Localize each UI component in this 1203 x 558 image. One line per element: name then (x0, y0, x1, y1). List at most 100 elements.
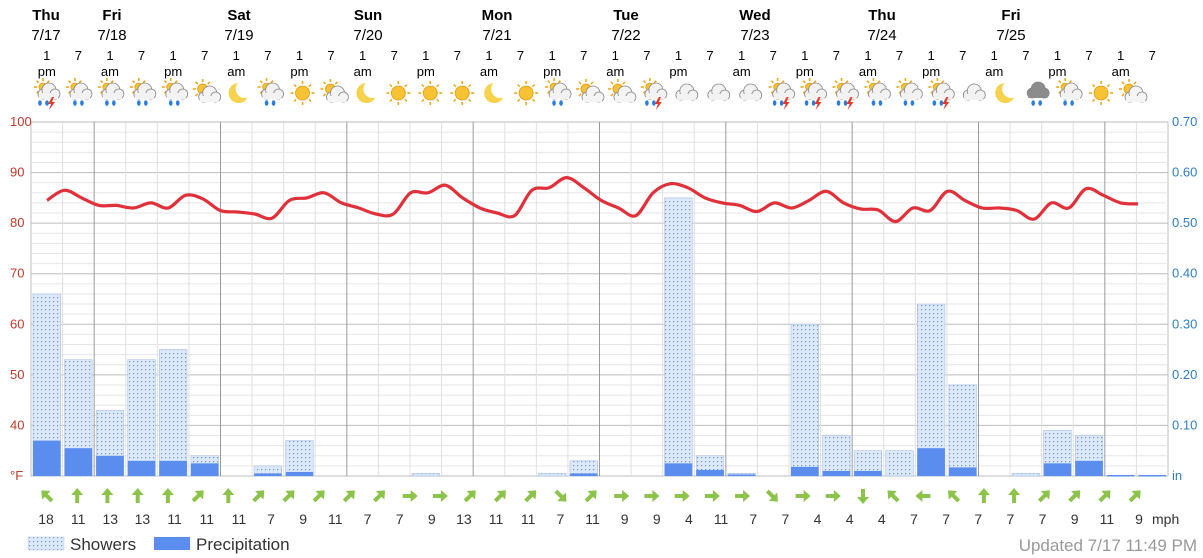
wind-speed: 13 (135, 511, 151, 527)
rain-icon (545, 78, 572, 106)
wind-arrow-icon (825, 490, 841, 502)
wind-speed: 7 (1007, 511, 1015, 527)
wind-arrow-icon (977, 488, 990, 503)
day-date: 7/18 (97, 27, 126, 44)
sun-icon (418, 81, 443, 105)
hour-label: 1 (864, 48, 871, 63)
wind-speed: 11 (199, 511, 214, 527)
day-date: 7/25 (996, 27, 1025, 44)
precipitation-bar (791, 466, 819, 476)
hour-ampm: pm (796, 64, 814, 79)
wind-arrow-icon (674, 490, 690, 502)
right-axis-tick: 0.10 (1172, 417, 1197, 432)
wind-arrow-icon (312, 490, 325, 503)
wind-arrow-icon (614, 490, 630, 502)
wind-speed: 7 (396, 511, 404, 527)
hour-ampm: pm (922, 64, 940, 79)
sun-icon (450, 81, 475, 105)
wind-speed: 4 (846, 511, 854, 527)
day-date: 7/21 (482, 27, 511, 44)
legend-showers-swatch (27, 536, 65, 551)
wind-arrow-icon (704, 490, 720, 502)
rain-icon (161, 78, 189, 106)
precipitation-bar (96, 455, 124, 476)
hour-label: 1 (296, 48, 303, 63)
moon-icon (356, 80, 382, 103)
wind-speed: 9 (1135, 511, 1143, 527)
hour-label: 1 (991, 48, 998, 63)
hour-label: 1 (738, 48, 745, 63)
rain-icon (896, 78, 923, 106)
hour-ampm: pm (417, 64, 435, 79)
precipitation-bar (127, 460, 156, 476)
wind-unit: mph (1152, 511, 1179, 527)
showers-bar (285, 440, 314, 477)
hour-label: 1 (43, 48, 50, 63)
precipitation-bar (569, 473, 598, 476)
precipitation-bar (159, 460, 187, 476)
hour-label: 1 (675, 48, 682, 63)
wind-arrow-icon (1068, 490, 1081, 503)
hour-label: 7 (643, 48, 650, 63)
wind-arrow-icon (1008, 488, 1021, 503)
precipitation-bar (822, 470, 851, 476)
day-name: Thu (868, 7, 896, 24)
sun-icon (1089, 81, 1114, 105)
thunderstorm-icon (34, 78, 61, 110)
right-axis-tick: 0.30 (1172, 316, 1197, 331)
wind-arrow-icon (644, 490, 660, 502)
wind-arrow-icon (1098, 490, 1111, 503)
hour-label: 7 (138, 48, 145, 63)
thunderstorm-icon (800, 78, 827, 110)
wind-arrow-icon (857, 489, 869, 504)
hour-label: 7 (1022, 48, 1029, 63)
precipitation-bar (948, 467, 977, 476)
day-name: Sat (227, 7, 250, 24)
left-axis-tick: 80 (10, 215, 24, 230)
hour-label: 7 (706, 48, 713, 63)
hour-label: 1 (928, 48, 935, 63)
wind-speed: 7 (1039, 511, 1047, 527)
hour-label: 7 (454, 48, 461, 63)
wind-speed: 4 (685, 511, 693, 527)
day-name: Mon (482, 7, 513, 24)
hour-label: 1 (549, 48, 556, 63)
showers-bar (948, 384, 977, 477)
wind-speed: 9 (1071, 511, 1079, 527)
left-axis-tick: 60 (10, 316, 24, 331)
rain-icon (65, 78, 93, 106)
updated-timestamp: Updated 7/17 11:49 PM (1019, 536, 1197, 555)
wind-arrow-icon (71, 488, 84, 503)
hour-ampm: am (1112, 64, 1130, 79)
hour-label: 7 (959, 48, 966, 63)
wind-arrow-icon (524, 490, 537, 503)
wind-speed: 4 (814, 511, 822, 527)
legend-precipitation-label: Precipitation (196, 535, 290, 554)
wind-speed: 11 (328, 511, 343, 527)
wind-arrow-icon (948, 490, 961, 503)
hour-label: 7 (327, 48, 334, 63)
partly-cloudy-icon (576, 79, 605, 103)
wind-speed: 13 (456, 511, 472, 527)
hour-label: 1 (359, 48, 366, 63)
wind-arrow-icon (584, 490, 597, 503)
left-axis-tick: 100 (10, 114, 32, 129)
day-date: 7/24 (867, 27, 896, 44)
sun-icon (386, 81, 411, 105)
wind-arrow-icon (373, 490, 386, 503)
hour-label: 1 (1054, 48, 1061, 63)
hour-label: 1 (612, 48, 619, 63)
wind-arrow-icon (41, 490, 54, 503)
showers-bar (790, 323, 819, 477)
left-axis-tick: 50 (10, 367, 24, 382)
rain-icon (129, 78, 157, 106)
wind-arrow-icon (887, 490, 900, 503)
showers-bar (822, 435, 851, 477)
wind-speed: 11 (585, 511, 600, 527)
cloudy-icon (707, 83, 731, 101)
partly-cloudy-icon (1119, 79, 1148, 103)
day-date: 7/19 (224, 27, 253, 44)
hour-label: 7 (264, 48, 271, 63)
hour-label: 7 (517, 48, 524, 63)
